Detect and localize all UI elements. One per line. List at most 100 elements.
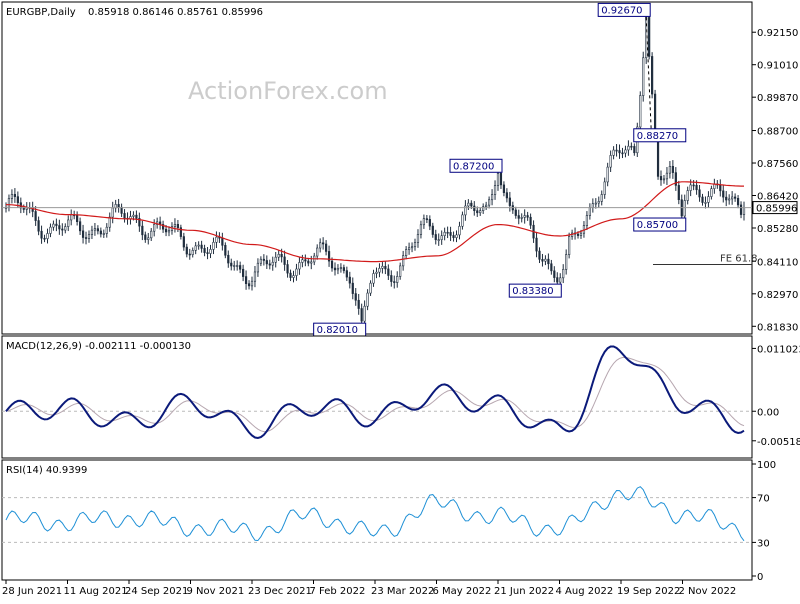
candle-body (449, 232, 452, 236)
date-tick-label: 7 Feb 2022 (310, 586, 366, 597)
price-tick-label: 0.81830 (757, 322, 798, 333)
candle-body (304, 259, 307, 262)
candle-body (479, 210, 482, 214)
candle-body (239, 265, 242, 270)
candle-body (627, 145, 630, 151)
macd-line (5, 345, 745, 440)
candle-body (268, 263, 271, 266)
candle-body (147, 237, 150, 240)
candle-body (34, 211, 37, 221)
candle-body (648, 17, 651, 57)
candle-body (25, 207, 28, 210)
candle-body (514, 209, 517, 216)
candle-body (544, 258, 547, 262)
candle-body (253, 271, 257, 282)
candle-body (37, 220, 40, 232)
candle-body (227, 254, 230, 264)
annotation-box (508, 283, 562, 298)
date-tick-label: 6 May 2022 (433, 586, 492, 597)
candle-body (736, 198, 740, 206)
candle-body (55, 223, 58, 226)
candle-body (674, 172, 677, 186)
candle-body (422, 218, 426, 226)
candle-body (651, 56, 654, 95)
candle-body (277, 253, 280, 258)
candle-body (624, 149, 627, 154)
candle-body (467, 202, 470, 207)
price-tick-label: 0.86420 (757, 192, 798, 203)
date-tick-label: 24 Sep 2021 (125, 586, 188, 597)
candle-body (407, 247, 411, 250)
candle-body (440, 235, 443, 240)
candle-body (591, 203, 594, 208)
candle-body (535, 237, 538, 252)
candle-body (78, 221, 82, 232)
candle-body (132, 214, 135, 217)
candle-body (731, 196, 734, 200)
candle-body (319, 242, 322, 249)
current-price-layer: 0.85996 (2, 201, 798, 215)
candle-body (505, 192, 508, 199)
candle-body (396, 276, 399, 283)
rsi-axis: 100 70 30 0 (2, 460, 776, 583)
candle-body (105, 226, 108, 234)
price-tick-label: 0.87560 (757, 159, 798, 170)
annotation-label: 0.92670 (601, 5, 642, 16)
candle-body (342, 267, 345, 271)
candle-body (256, 262, 260, 273)
current-price-box (752, 201, 798, 215)
candle-body (446, 231, 449, 234)
rsi-panel-frame (1, 459, 753, 581)
candle-body (603, 181, 606, 195)
candle-body (413, 242, 417, 248)
candle-body (502, 184, 506, 193)
candle-body (402, 255, 405, 267)
candle-body (579, 232, 583, 236)
candle-body (452, 235, 455, 238)
candle-body (283, 256, 286, 265)
candle-body (191, 250, 194, 255)
annotation-label: 0.85700 (637, 220, 678, 231)
candle-body (499, 172, 503, 186)
rsi-title: RSI(14) 40.9399 (6, 465, 87, 476)
candle-body (70, 214, 73, 221)
candle-body (259, 258, 262, 264)
rsi-tick-label: 0 (757, 572, 763, 583)
candle-body (473, 205, 476, 212)
candle-body (117, 204, 120, 208)
macd-panel: MACD(12,26,9) -0.002111 -0.000130 0.0110… (1, 335, 800, 459)
price-tick-label: 0.92150 (757, 28, 798, 39)
candle-body (588, 207, 591, 216)
candle-body (76, 214, 79, 223)
date-tick-label: 23 Dec 2021 (248, 586, 312, 597)
candle-body (185, 246, 188, 255)
candle-body (520, 217, 523, 219)
candle-body (728, 198, 731, 201)
candle-body (215, 236, 218, 243)
candle-body (366, 292, 369, 307)
candle-body (482, 206, 485, 211)
candle-body (722, 190, 725, 198)
annotation-box (449, 158, 503, 173)
candle-body (10, 194, 14, 199)
candle-body (212, 241, 215, 250)
candle-body (333, 267, 337, 271)
candle-body (123, 213, 126, 219)
candle-body (381, 265, 384, 269)
macd-panel-frame (1, 335, 753, 459)
macd-axis: 0.011023 0.00 -0.005182 (2, 344, 800, 448)
candle-body (271, 261, 274, 266)
annotation-box (633, 217, 687, 232)
moving-average-layer (5, 181, 744, 263)
candle-body (247, 283, 251, 287)
candle-body (339, 267, 343, 269)
candle-body (455, 234, 458, 238)
candle-body (224, 244, 227, 256)
candle-body (428, 219, 431, 227)
candle-body (707, 196, 710, 203)
candle-body (704, 202, 707, 204)
candle-body (164, 228, 168, 233)
candle-body (686, 190, 689, 201)
